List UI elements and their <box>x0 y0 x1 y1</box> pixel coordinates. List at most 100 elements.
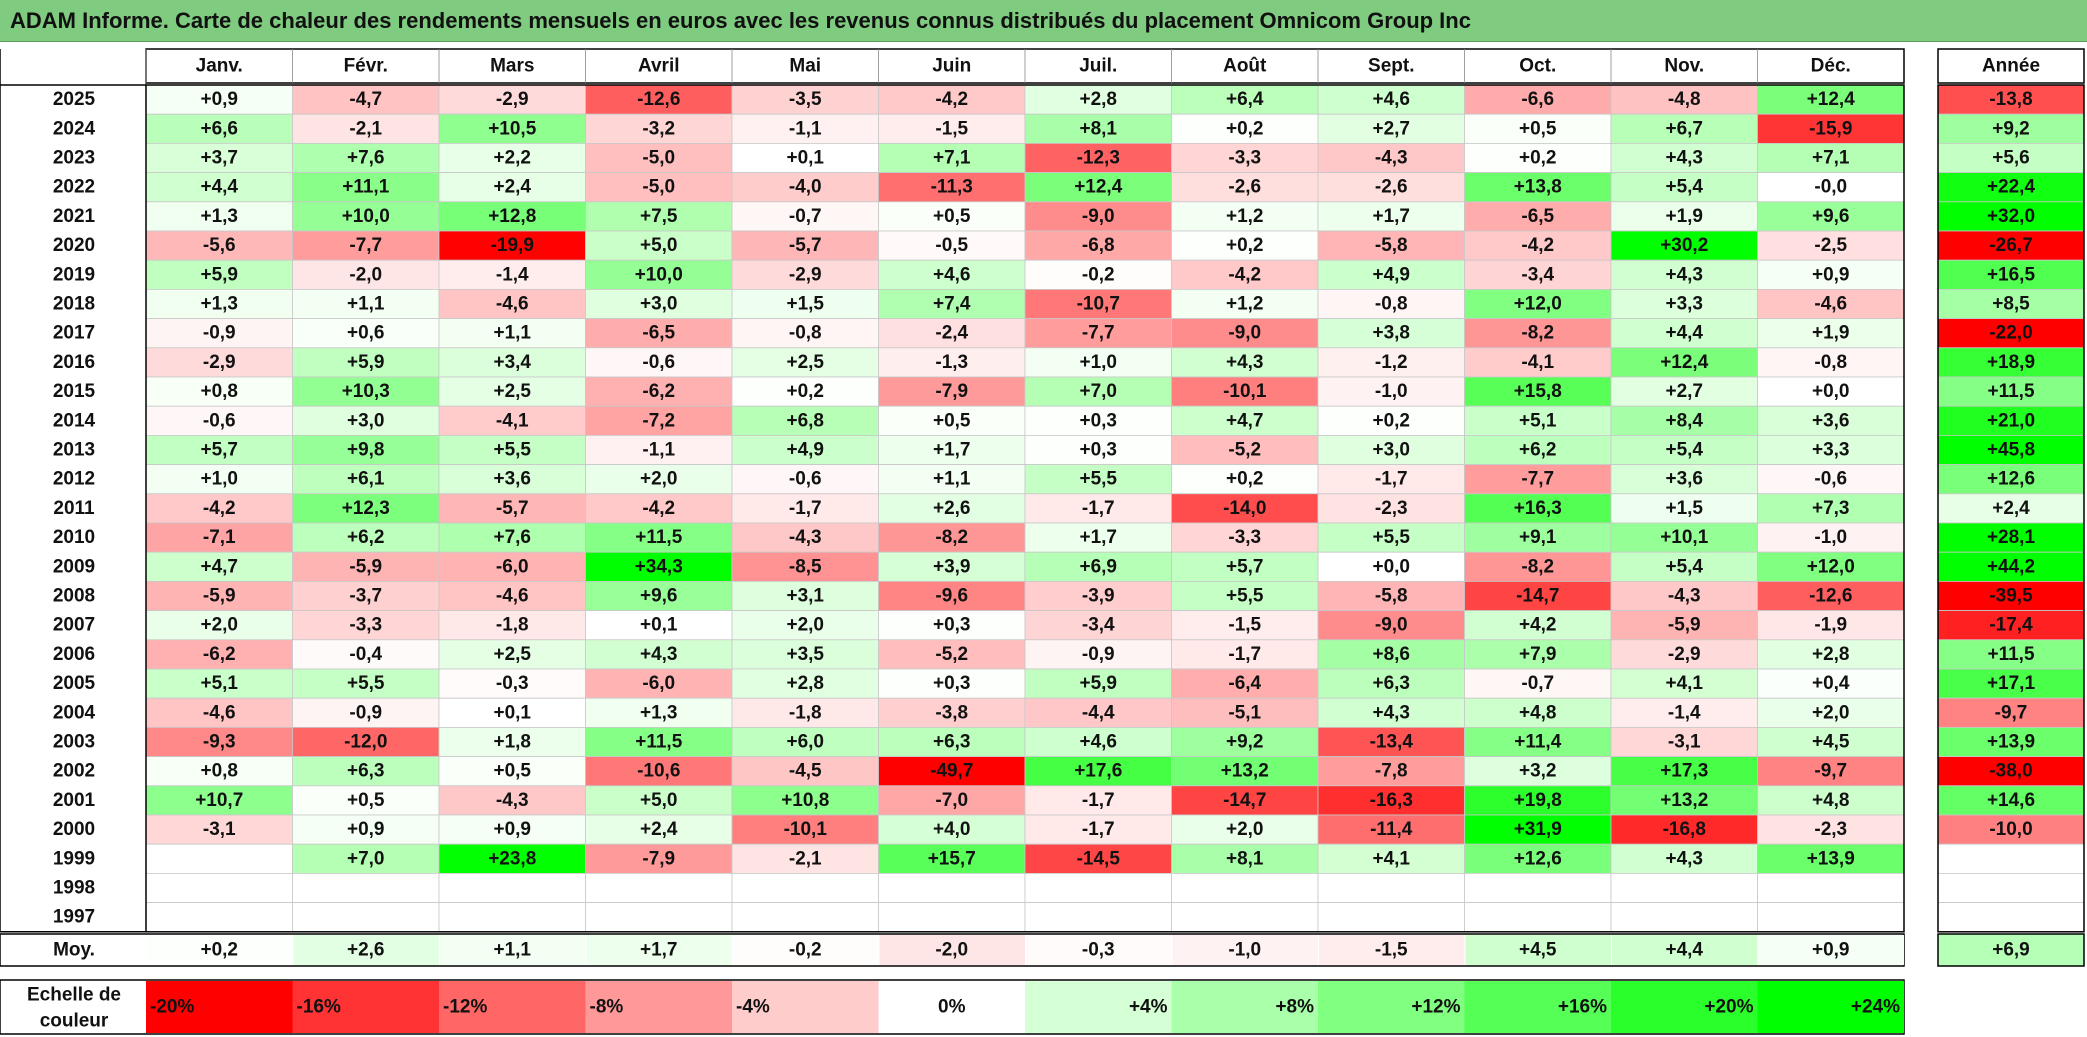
cell-value: +3,0 <box>1372 440 1410 461</box>
heatmap-cell <box>878 727 1026 758</box>
cell-value: +0,3 <box>1079 440 1117 461</box>
heatmap-cell <box>1171 522 1319 553</box>
cell-value: -6,0 <box>496 556 529 577</box>
cell-value: +5,4 <box>1665 177 1703 198</box>
heatmap-cell <box>292 142 440 173</box>
heatmap-cell <box>292 376 440 407</box>
cell-value: -1,1 <box>642 440 675 461</box>
cell-value: -5,7 <box>496 498 529 519</box>
heatmap-cell <box>1610 727 1758 758</box>
annual-cell <box>1937 522 2085 553</box>
cell-value: +1,3 <box>200 206 238 227</box>
heatmap-cell <box>1464 464 1612 495</box>
cell-value: +0,9 <box>200 89 238 110</box>
heatmap-cell <box>1171 347 1319 378</box>
cell-value: -9,3 <box>203 732 236 753</box>
heatmap-cell <box>731 493 879 524</box>
heatmap-cell <box>585 493 733 524</box>
heatmap-cell <box>1464 873 1612 904</box>
cell-value: -6,0 <box>642 673 675 694</box>
heatmap-cell <box>878 581 1026 612</box>
heatmap-cell <box>145 610 293 641</box>
heatmap-cell <box>731 405 879 436</box>
cell-value: -2,9 <box>1668 644 1701 665</box>
heatmap-cell <box>1757 230 1905 261</box>
cell-value: +4,1 <box>1665 673 1703 694</box>
column-header-3: Mars <box>490 56 534 77</box>
scale-swatch <box>146 981 293 1033</box>
annual-value: +9,2 <box>1992 118 2030 139</box>
heatmap-cell <box>438 551 586 582</box>
cell-value: +0,2 <box>1519 148 1557 169</box>
cell-value: -4,5 <box>789 761 822 782</box>
heatmap-cell <box>145 405 293 436</box>
heatmap-cell <box>1757 493 1905 524</box>
cell-value: +6,7 <box>1665 118 1703 139</box>
heatmap-cell <box>1024 84 1172 115</box>
cell-value: -12,6 <box>637 89 680 110</box>
heatmap-cell <box>1317 347 1465 378</box>
cell-value: +1,2 <box>1226 294 1264 315</box>
cell-value: +6,3 <box>1372 673 1410 694</box>
cell-value: +8,4 <box>1665 410 1703 431</box>
cell-value: -16,3 <box>1370 790 1413 811</box>
cell-value: +5,5 <box>1079 469 1117 490</box>
heatmap-cell <box>1757 522 1905 553</box>
average-cell <box>147 935 293 965</box>
cell-value: -1,5 <box>935 118 968 139</box>
cell-value: -2,3 <box>1375 498 1408 519</box>
cell-value: +6,9 <box>1079 556 1117 577</box>
heatmap-cell <box>292 873 440 904</box>
row-year-label: 2004 <box>53 702 96 723</box>
cell-value: +7,4 <box>933 294 971 315</box>
cell-value: +11,1 <box>342 177 389 198</box>
cell-value: -2,6 <box>1228 177 1261 198</box>
cell-value: -5,2 <box>1228 440 1261 461</box>
heatmap-cell <box>731 785 879 816</box>
average-value: +4,4 <box>1665 940 1703 961</box>
cell-value: -5,0 <box>642 148 675 169</box>
cell-value: +13,2 <box>1221 761 1269 782</box>
heatmap-cell <box>1024 581 1172 612</box>
cell-value: -1,3 <box>935 352 968 373</box>
cell-value: -10,6 <box>637 761 680 782</box>
column-header-5: Mai <box>789 56 821 77</box>
heatmap-cell <box>1171 843 1319 874</box>
cell-value: +5,7 <box>1226 556 1264 577</box>
cell-value: -14,7 <box>1516 586 1559 607</box>
cell-value: +12,0 <box>1807 556 1855 577</box>
heatmap-cell <box>145 318 293 349</box>
heatmap-cell <box>1464 697 1612 728</box>
cell-value: +10,0 <box>342 206 390 227</box>
scale-step-label: -20% <box>150 997 194 1018</box>
cell-value: -0,0 <box>1814 177 1847 198</box>
heatmap-cell <box>1024 464 1172 495</box>
annual-value: +5,6 <box>1992 148 2030 169</box>
heatmap-cell <box>1317 201 1465 232</box>
cell-value: +9,6 <box>640 586 678 607</box>
annual-cell <box>1937 639 2085 670</box>
scale-swatch <box>1757 981 1904 1033</box>
heatmap-cell <box>878 405 1026 436</box>
cell-value: +0,2 <box>1372 410 1410 431</box>
average-cell <box>293 935 439 965</box>
cell-value: -12,0 <box>344 732 387 753</box>
cell-value: +6,2 <box>347 527 385 548</box>
cell-value: -3,3 <box>1228 527 1261 548</box>
cell-value: -2,6 <box>1375 177 1408 198</box>
cell-value: +1,5 <box>786 294 824 315</box>
cell-value: +7,5 <box>640 206 678 227</box>
heatmap-cell <box>292 902 440 933</box>
cell-value: -4,3 <box>1668 586 1701 607</box>
annual-value: +8,5 <box>1992 294 2030 315</box>
heatmap-cell <box>1610 434 1758 465</box>
heatmap-cell <box>438 259 586 290</box>
cell-value: -2,9 <box>496 89 529 110</box>
heatmap-cell <box>1757 668 1905 699</box>
cell-value: +4,6 <box>1372 89 1410 110</box>
annual-value: -10,0 <box>1989 819 2032 840</box>
cell-value: +13,2 <box>1660 790 1708 811</box>
cell-value: -0,6 <box>1814 469 1847 490</box>
heatmap-cell <box>1610 785 1758 816</box>
average-value: -1,0 <box>1228 940 1261 961</box>
